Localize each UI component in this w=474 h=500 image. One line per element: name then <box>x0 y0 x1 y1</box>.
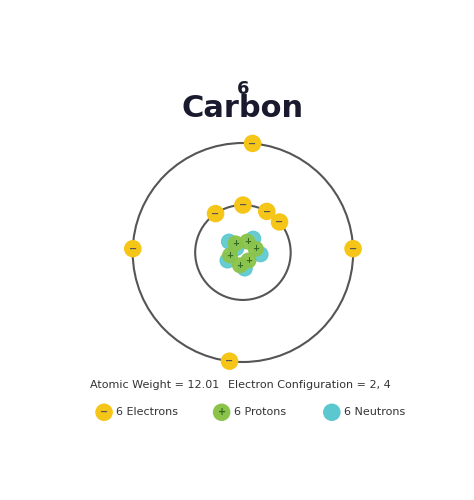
Ellipse shape <box>125 240 141 256</box>
Ellipse shape <box>324 404 340 420</box>
Text: Carbon: Carbon <box>182 94 304 122</box>
Text: −: − <box>263 206 271 216</box>
Text: −: − <box>239 200 247 210</box>
Text: −: − <box>100 408 108 418</box>
Ellipse shape <box>228 236 243 250</box>
Text: +: + <box>237 261 244 270</box>
Ellipse shape <box>208 206 224 222</box>
Text: +: + <box>245 256 252 265</box>
Text: +: + <box>227 251 234 260</box>
Ellipse shape <box>248 242 263 256</box>
Ellipse shape <box>229 241 244 256</box>
Ellipse shape <box>235 197 251 213</box>
Ellipse shape <box>221 353 237 369</box>
Text: 6: 6 <box>237 80 249 98</box>
Ellipse shape <box>237 262 252 276</box>
Text: −: − <box>248 138 256 148</box>
Ellipse shape <box>240 234 255 249</box>
Ellipse shape <box>345 240 361 256</box>
Ellipse shape <box>241 253 256 268</box>
Text: +: + <box>232 239 239 248</box>
Text: −: − <box>349 244 357 254</box>
Ellipse shape <box>272 214 288 230</box>
Text: Atomic Weight = 12.01: Atomic Weight = 12.01 <box>90 380 219 390</box>
Ellipse shape <box>259 204 275 220</box>
Text: 6 Electrons: 6 Electrons <box>116 408 178 418</box>
Ellipse shape <box>253 247 268 262</box>
Ellipse shape <box>96 404 112 420</box>
Ellipse shape <box>220 253 235 268</box>
Ellipse shape <box>233 258 247 272</box>
Text: −: − <box>275 217 283 227</box>
Text: Electron Configuration = 2, 4: Electron Configuration = 2, 4 <box>228 380 391 390</box>
Ellipse shape <box>213 404 230 420</box>
Text: +: + <box>244 237 251 246</box>
Text: −: − <box>226 356 234 366</box>
Text: 6 Neutrons: 6 Neutrons <box>344 408 405 418</box>
Text: −: − <box>129 244 137 254</box>
Ellipse shape <box>246 232 261 246</box>
Text: 6 Protons: 6 Protons <box>234 408 286 418</box>
Ellipse shape <box>222 234 237 249</box>
Text: −: − <box>211 208 219 218</box>
Ellipse shape <box>223 248 237 262</box>
Ellipse shape <box>245 136 261 152</box>
Text: +: + <box>252 244 259 254</box>
Text: +: + <box>218 408 226 418</box>
